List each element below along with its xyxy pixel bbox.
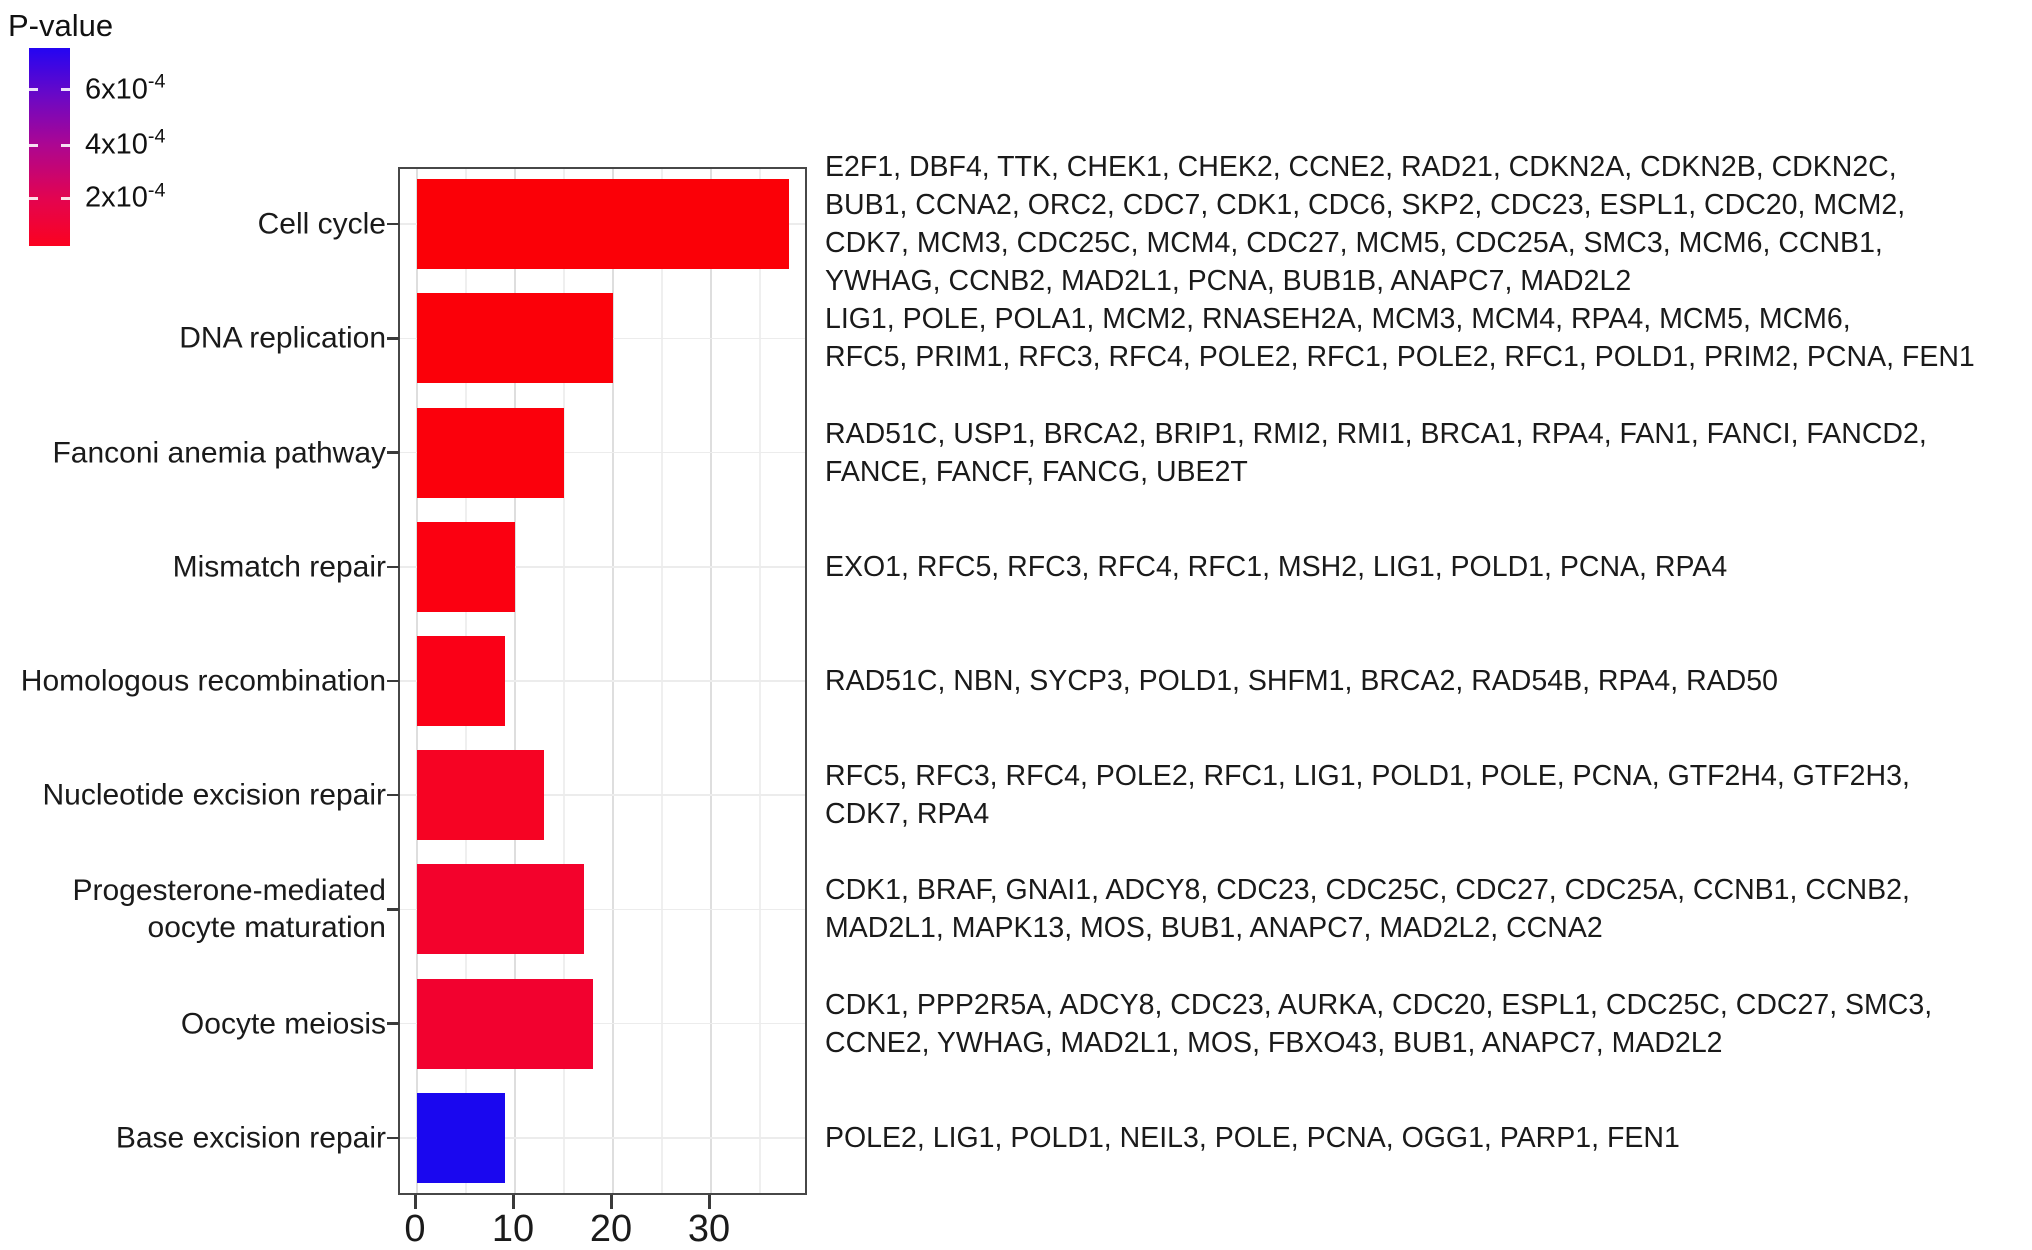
- gene-list-line: FANCE, FANCF, FANCG, UBE2T: [825, 455, 1248, 488]
- x-tick-label: 10: [491, 1208, 535, 1250]
- gene-list-line: E2F1, DBF4, TTK, CHEK1, CHEK2, CCNE2, RA…: [825, 151, 1897, 184]
- y-axis-label: Nucleotide excision repair: [0, 777, 386, 814]
- gene-list-line: RFC5, PRIM1, RFC3, RFC4, POLE2, RFC1, PO…: [825, 341, 1975, 374]
- y-tick-mark: [387, 222, 399, 226]
- colorbar-tick-mark: [29, 196, 38, 200]
- colorbar-tick-mark: [61, 196, 70, 200]
- exponent: -4: [147, 125, 166, 148]
- y-axis-label-line: Progesterone-mediated: [72, 874, 386, 908]
- gene-list: RAD51C, NBN, SYCP3, POLD1, SHFM1, BRCA2,…: [825, 662, 1778, 700]
- y-axis-label-line: Mismatch repair: [172, 550, 386, 584]
- gene-list: EXO1, RFC5, RFC3, RFC4, RFC1, MSH2, LIG1…: [825, 548, 1727, 586]
- bar: [417, 521, 515, 612]
- y-tick-mark: [387, 908, 399, 911]
- gene-list: POLE2, LIG1, POLD1, NEIL3, POLE, PCNA, O…: [825, 1119, 1680, 1157]
- gene-list-line: YWHAG, CCNB2, MAD2L1, PCNA, BUB1B, ANAPC…: [825, 265, 1632, 298]
- x-tick-label: 20: [589, 1208, 633, 1250]
- y-axis-label-line: Cell cycle: [257, 207, 386, 241]
- exponent: -4: [147, 179, 166, 202]
- grid-line-y: [400, 1022, 805, 1025]
- gene-list-line: BUB1, CCNA2, ORC2, CDC7, CDK1, CDC6, SKP…: [825, 189, 1906, 222]
- y-tick-mark: [387, 451, 399, 454]
- colorbar-tick-label: 2x10-4: [85, 179, 166, 214]
- y-axis-label: Cell cycle: [0, 206, 386, 243]
- y-axis-label-line: Fanconi anemia pathway: [52, 436, 386, 470]
- gene-list: CDK1, PPP2R5A, ADCY8, CDC23, AURKA, CDC2…: [825, 986, 1932, 1062]
- x-tick-mark: [511, 1195, 515, 1209]
- colorbar-tick-mark: [61, 143, 70, 147]
- grid-line-y: [400, 794, 805, 796]
- y-tick-mark: [387, 565, 399, 569]
- y-axis-label-line: Nucleotide excision repair: [42, 778, 386, 812]
- y-axis-label: Fanconi anemia pathway: [0, 434, 386, 471]
- gene-list: RFC5, RFC3, RFC4, POLE2, RFC1, LIG1, POL…: [825, 757, 1910, 833]
- gene-list-line: CDK7, RPA4: [825, 798, 990, 831]
- bar: [417, 407, 564, 498]
- y-axis-label: Progesterone-mediated oocyte maturation: [0, 872, 386, 946]
- gene-list-line: EXO1, RFC5, RFC3, RFC4, RFC1, MSH2, LIG1…: [825, 550, 1728, 583]
- colorbar-tick-label: 6x10-4: [85, 70, 166, 106]
- grid-line-y: [400, 680, 805, 682]
- gene-list-line: RAD51C, USP1, BRCA2, BRIP1, RMI2, RMI1, …: [825, 417, 1927, 450]
- plot-panel: [398, 167, 807, 1195]
- y-axis-label: DNA replication: [0, 320, 386, 357]
- gene-list: LIG1, POLE, POLA1, MCM2, RNASEH2A, MCM3,…: [825, 300, 1975, 376]
- y-axis-label: Mismatch repair: [0, 548, 386, 585]
- gene-list-line: MAD2L1, MAPK13, MOS, BUB1, ANAPC7, MAD2L…: [825, 912, 1603, 945]
- y-axis-label-line: Base excision repair: [115, 1121, 386, 1155]
- x-tick-mark: [413, 1195, 417, 1209]
- gene-list: CDK1, BRAF, GNAI1, ADCY8, CDC23, CDC25C,…: [825, 871, 1910, 947]
- colorbar-tick-label: 4x10-4: [85, 125, 166, 161]
- bar: [417, 864, 584, 955]
- colorbar-tick-mark: [29, 143, 38, 147]
- y-axis-label-line: DNA replication: [179, 321, 386, 355]
- gene-list-line: CDK1, PPP2R5A, ADCY8, CDC23, AURKA, CDC2…: [825, 988, 1933, 1021]
- y-axis-label-line: oocyte maturation: [147, 911, 386, 945]
- x-tick-mark: [609, 1195, 613, 1209]
- x-tick-mark: [707, 1195, 711, 1209]
- gene-list: RAD51C, USP1, BRCA2, BRIP1, RMI2, RMI1, …: [825, 415, 1927, 491]
- grid-line-y: [400, 566, 805, 568]
- bar: [417, 750, 545, 841]
- y-axis-label: Homologous recombination: [0, 663, 386, 700]
- gene-list-line: POLE2, LIG1, POLD1, NEIL3, POLE, PCNA, O…: [825, 1121, 1680, 1154]
- gene-list-line: RFC5, RFC3, RFC4, POLE2, RFC1, LIG1, POL…: [825, 760, 1910, 793]
- bar: [417, 179, 790, 270]
- pvalue-colorbar: [29, 48, 70, 246]
- x-tick-label: 30: [687, 1208, 731, 1250]
- y-axis-label-line: Homologous recombination: [20, 664, 386, 698]
- bar: [417, 293, 613, 384]
- x-tick-label: 0: [404, 1208, 426, 1250]
- gene-list-line: RAD51C, NBN, SYCP3, POLD1, SHFM1, BRCA2,…: [825, 665, 1778, 697]
- legend-title: P-value: [8, 8, 114, 43]
- y-axis-label: Oocyte meiosis: [0, 1005, 386, 1042]
- gene-list-line: CCNE2, YWHAG, MAD2L1, MOS, FBXO43, BUB1,…: [825, 1026, 1723, 1059]
- colorbar-tick-mark: [61, 88, 70, 92]
- y-axis-label-line: Oocyte meiosis: [180, 1007, 386, 1041]
- grid-line-y: [400, 451, 805, 454]
- gene-list: E2F1, DBF4, TTK, CHEK1, CHEK2, CCNE2, RA…: [825, 148, 1905, 300]
- bar: [417, 1092, 506, 1183]
- grid-line-y: [400, 1137, 805, 1139]
- gene-list-line: LIG1, POLE, POLA1, MCM2, RNASEH2A, MCM3,…: [825, 303, 1851, 336]
- y-tick-mark: [387, 1022, 399, 1025]
- y-tick-mark: [387, 793, 399, 797]
- bar: [417, 978, 594, 1069]
- grid-line-y: [400, 908, 805, 911]
- exponent: -4: [147, 70, 166, 93]
- y-tick-mark: [387, 679, 399, 683]
- y-tick-mark: [387, 1136, 399, 1140]
- bar: [417, 636, 506, 726]
- y-axis-label: Base excision repair: [0, 1119, 386, 1156]
- gene-list-line: CDK7, MCM3, CDC25C, MCM4, CDC27, MCM5, C…: [825, 227, 1883, 260]
- colorbar-tick-mark: [29, 88, 38, 92]
- gene-list-line: CDK1, BRAF, GNAI1, ADCY8, CDC23, CDC25C,…: [825, 874, 1910, 907]
- y-tick-mark: [387, 337, 399, 340]
